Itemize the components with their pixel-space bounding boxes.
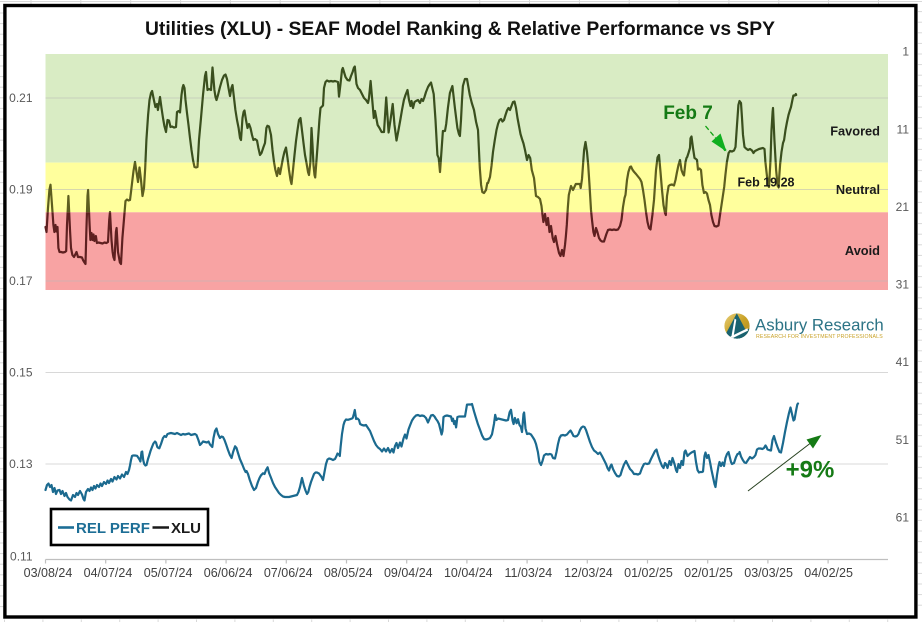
svg-text:09/04/24: 09/04/24 [384, 566, 433, 580]
svg-text:04/07/24: 04/07/24 [84, 566, 133, 580]
svg-text:Neutral: Neutral [836, 182, 880, 197]
svg-text:0.11: 0.11 [10, 550, 33, 564]
svg-text:Asbury Research: Asbury Research [755, 316, 884, 335]
svg-text:12/03/24: 12/03/24 [564, 566, 613, 580]
svg-text:REL PERF: REL PERF [76, 520, 150, 537]
svg-text:Utilities (XLU) - SEAF Model R: Utilities (XLU) - SEAF Model Ranking & R… [145, 19, 775, 40]
svg-text:03/03/25: 03/03/25 [744, 566, 793, 580]
svg-text:01/02/25: 01/02/25 [624, 566, 673, 580]
svg-text:1: 1 [902, 45, 909, 59]
svg-text:31: 31 [896, 278, 910, 292]
svg-text:Feb 19,28: Feb 19,28 [738, 176, 795, 190]
svg-text:51: 51 [896, 433, 910, 447]
svg-text:Feb 7: Feb 7 [663, 103, 713, 124]
svg-text:0.15: 0.15 [9, 366, 33, 380]
svg-text:0.21: 0.21 [9, 91, 33, 105]
svg-text:Favored: Favored [830, 124, 880, 139]
svg-text:Avoid: Avoid [845, 243, 880, 258]
svg-text:07/06/24: 07/06/24 [264, 566, 313, 580]
svg-text:04/02/25: 04/02/25 [804, 566, 853, 580]
svg-text:0.17: 0.17 [9, 274, 33, 288]
svg-text:XLU: XLU [171, 520, 201, 537]
svg-text:0.13: 0.13 [9, 457, 33, 471]
svg-text:02/01/25: 02/01/25 [684, 566, 733, 580]
svg-text:03/08/24: 03/08/24 [24, 566, 73, 580]
svg-text:11/03/24: 11/03/24 [505, 566, 553, 580]
svg-text:21: 21 [896, 200, 910, 214]
svg-text:+9%: +9% [786, 457, 835, 484]
svg-text:0.19: 0.19 [9, 183, 33, 197]
svg-text:11: 11 [897, 123, 910, 137]
svg-text:61: 61 [896, 511, 910, 525]
svg-text:41: 41 [896, 355, 910, 369]
svg-text:RESEARCH FOR INVESTMENT PROFES: RESEARCH FOR INVESTMENT PROFESSIONALS [756, 334, 883, 340]
svg-text:06/06/24: 06/06/24 [204, 566, 253, 580]
svg-text:10/04/24: 10/04/24 [444, 566, 493, 580]
svg-text:08/05/24: 08/05/24 [324, 566, 373, 580]
svg-text:05/07/24: 05/07/24 [144, 566, 193, 580]
